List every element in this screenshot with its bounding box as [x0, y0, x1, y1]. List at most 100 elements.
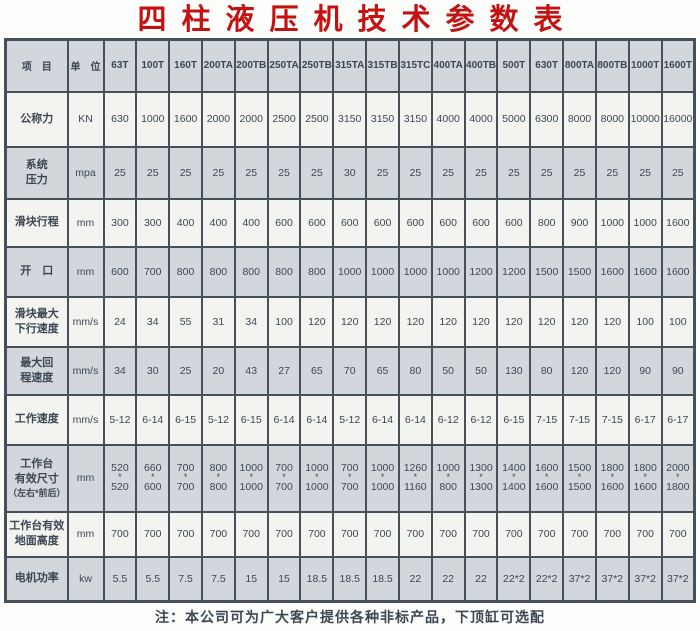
- value-cell: 120: [562, 345, 597, 396]
- value-cell: 800: [168, 245, 203, 298]
- value-cell: 130: [496, 345, 532, 396]
- value-cell: 37*2: [594, 555, 630, 603]
- value-cell: 15: [233, 555, 269, 603]
- value-cell: 120: [332, 295, 368, 348]
- unit-cell: kw: [66, 555, 105, 603]
- header-model: 250TA: [266, 38, 302, 93]
- header-model: 400TB: [463, 38, 499, 93]
- unit-cell: mm: [66, 443, 105, 513]
- footnote: 注：本公司可为广大客户提供各种非标产品，下顶缸可选配: [155, 609, 545, 625]
- param-label: 工作台 有效尺寸 （左右*前后）: [4, 443, 69, 513]
- value-cell: 22*2: [496, 555, 532, 603]
- value-cell: 300: [135, 197, 171, 248]
- value-cell: 5-12: [332, 393, 368, 446]
- param-label: 滑块行程: [4, 197, 69, 248]
- value-cell: 27: [266, 345, 302, 396]
- value-cell: 3150: [397, 90, 433, 148]
- param-label: 最大回 程速度: [4, 345, 69, 396]
- param-label: 公称力: [4, 90, 69, 148]
- header-model: 400TA: [430, 38, 466, 93]
- value-cell: 630: [102, 90, 138, 148]
- value-cell: 22: [430, 555, 466, 603]
- value-cell: 700 * 700: [332, 443, 368, 513]
- value-cell: 7.5: [168, 555, 203, 603]
- value-cell: 5.5: [135, 555, 171, 603]
- value-cell: 1000: [430, 245, 466, 298]
- header-model: 160T: [168, 38, 203, 93]
- value-cell: 520 * 520: [102, 443, 138, 513]
- table-row-slider-stroke: 滑块行程 mm 300 300 400 400 400 600 600 600 600 600 600 6…: [4, 197, 696, 248]
- value-cell: 700: [135, 510, 171, 558]
- table-row-worktable-floor-height: 工作台有效 地面高度 mm 700 700 700 700 700 700 700 700 700 70…: [4, 510, 696, 558]
- header-model: 315TB: [365, 38, 400, 93]
- value-cell: 25: [168, 345, 203, 396]
- value-cell: 25: [463, 145, 499, 200]
- value-cell: 6-15: [496, 393, 532, 446]
- value-cell: 7.5: [200, 555, 236, 603]
- value-cell: 700 * 700: [168, 443, 203, 513]
- value-cell: 25: [660, 145, 696, 200]
- value-cell: 660 * 600: [135, 443, 171, 513]
- value-cell: 6-14: [397, 393, 433, 446]
- value-cell: 2000: [200, 90, 236, 148]
- value-cell: 25: [594, 145, 630, 200]
- value-cell: 22: [397, 555, 433, 603]
- value-cell: 6-14: [365, 393, 400, 446]
- value-cell: 25: [529, 145, 565, 200]
- value-cell: 120: [594, 295, 630, 348]
- table-row-opening: 开 口 mm 600 700 800 800 800 800 800 1000 1000 1000 10…: [4, 245, 696, 298]
- value-cell: 43: [233, 345, 269, 396]
- unit-cell: mm: [66, 245, 105, 298]
- table-row-system-pressure: 系统 压力 mpa 25 25 25 25 25 25 25 30 25 25 25 25 25 25 25 25 2…: [4, 145, 696, 200]
- value-cell: 6-17: [660, 393, 696, 446]
- value-cell: 600: [463, 197, 499, 248]
- value-cell: 5000: [496, 90, 532, 148]
- value-cell: 700: [233, 510, 269, 558]
- unit-cell: mm/s: [66, 393, 105, 446]
- header-model: 63T: [102, 38, 138, 93]
- value-cell: 300: [102, 197, 138, 248]
- param-label: 滑块最大 下行速度: [4, 295, 69, 348]
- value-cell: 8000: [594, 90, 630, 148]
- value-cell: 800: [266, 245, 302, 298]
- value-cell: 2000: [233, 90, 269, 148]
- value-cell: 24: [102, 295, 138, 348]
- unit-cell: mm/s: [66, 295, 105, 348]
- unit-cell: mm: [66, 510, 105, 558]
- table-row-working-speed: 工作速度 mm/s 5-12 6-14 6-15 5-12 6-15 6-14 6-14 5-12…: [4, 393, 696, 446]
- value-cell: 65: [299, 345, 335, 396]
- value-cell: 120: [529, 295, 565, 348]
- value-cell: 7-15: [529, 393, 565, 446]
- value-cell: 120: [397, 295, 433, 348]
- value-cell: 25: [365, 145, 400, 200]
- header-item: 项 目: [4, 38, 69, 93]
- value-cell: 6300: [529, 90, 565, 148]
- value-cell: 700: [365, 510, 400, 558]
- value-cell: 5-12: [200, 393, 236, 446]
- header-model: 200TA: [200, 38, 236, 93]
- header-model: 800TB: [594, 38, 630, 93]
- value-cell: 700: [529, 510, 565, 558]
- value-cell: 1800 * 1600: [594, 443, 630, 513]
- value-cell: 31: [200, 295, 236, 348]
- page-title: 四柱液压机技术参数表: [137, 4, 578, 36]
- value-cell: 700: [627, 510, 663, 558]
- value-cell: 3150: [332, 90, 368, 148]
- value-cell: 5.5: [102, 555, 138, 603]
- value-cell: 100: [266, 295, 302, 348]
- value-cell: 1000: [365, 245, 400, 298]
- value-cell: 1000: [594, 197, 630, 248]
- value-cell: 34: [233, 295, 269, 348]
- value-cell: 50: [463, 345, 499, 396]
- value-cell: 120: [463, 295, 499, 348]
- value-cell: 16000: [660, 90, 696, 148]
- value-cell: 700: [594, 510, 630, 558]
- value-cell: 25: [266, 145, 302, 200]
- value-cell: 18.5: [299, 555, 335, 603]
- value-cell: 1600: [594, 245, 630, 298]
- value-cell: 30: [135, 345, 171, 396]
- value-cell: 1500 * 1500: [562, 443, 597, 513]
- table-row-slider-max-down-speed: 滑块最大 下行速度 mm/s 24 34 55 31 34 100 120 120 120 120 120…: [4, 295, 696, 348]
- value-cell: 1800 * 1600: [627, 443, 663, 513]
